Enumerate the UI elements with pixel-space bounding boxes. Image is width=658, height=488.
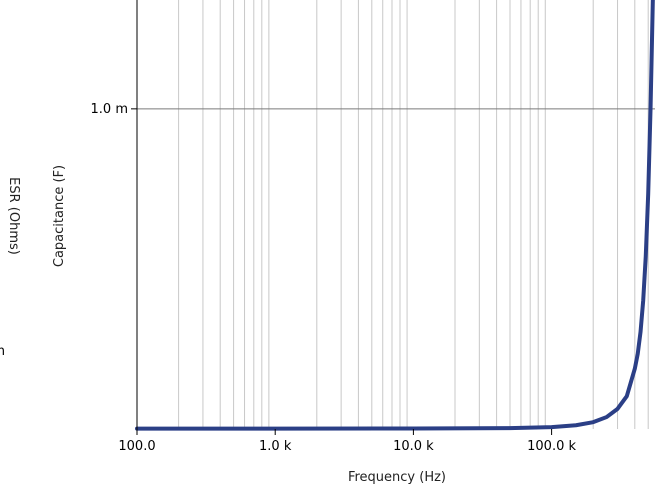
x-tick-label: 1.0 k [259, 439, 292, 454]
x-tick-label: 10.0 k [393, 439, 434, 454]
x-tick-label: 100.0 [118, 439, 155, 454]
y-axis-title: Capacitance (F) [52, 165, 67, 267]
capacitance-series-line [135, 0, 655, 431]
axes [131, 0, 553, 435]
x-tick-label: 100.0 k [527, 439, 576, 454]
secondary-y-tick-fragment: m [0, 344, 5, 359]
secondary-y-axis-title: ESR (Ohms) [6, 177, 21, 255]
grid [137, 0, 655, 429]
x-axis-title: Frequency (Hz) [348, 470, 446, 485]
tick-labels: 100.0 1.0 k 10.0 k 100.0 k 1.0 m [91, 102, 577, 454]
series-layer [135, 0, 655, 431]
y-tick-label: 1.0 m [91, 102, 128, 117]
